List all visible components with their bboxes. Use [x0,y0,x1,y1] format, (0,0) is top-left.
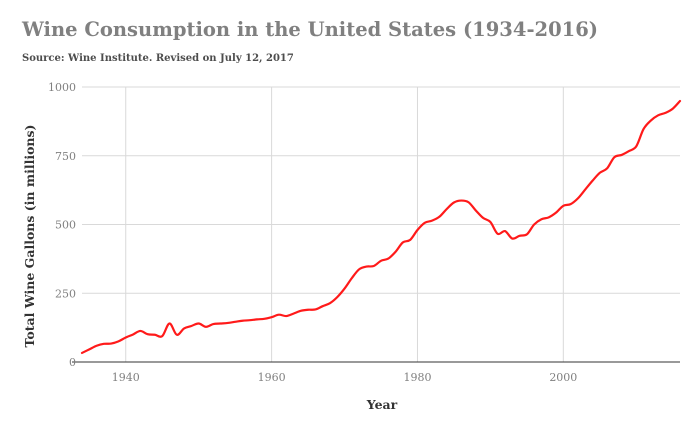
x-tick-label: 1960 [258,371,286,384]
series-line [80,99,682,355]
y-tick-label: 500 [55,219,76,232]
series-layer [80,99,682,355]
chart-subtitle: Source: Wine Institute. Revised on July … [22,53,294,64]
y-tick-label: 250 [55,287,76,300]
x-tick-label: 2000 [549,371,577,384]
tick-labels: 0 250 500 750 1000 1940 1960 1980 2000 [48,81,577,384]
chart-title: Wine Consumption in the United States (1… [22,18,599,41]
x-tick-label: 1940 [112,371,140,384]
x-axis-title: Year [366,397,398,412]
y-axis-title: Total Wine Gallons (in millions) [22,125,37,348]
x-tick-label: 1980 [403,371,431,384]
y-tick-label: 750 [55,150,76,163]
y-tick-label: 1000 [48,81,76,94]
gridlines [82,86,680,362]
y-tick-label: 0 [69,356,76,369]
